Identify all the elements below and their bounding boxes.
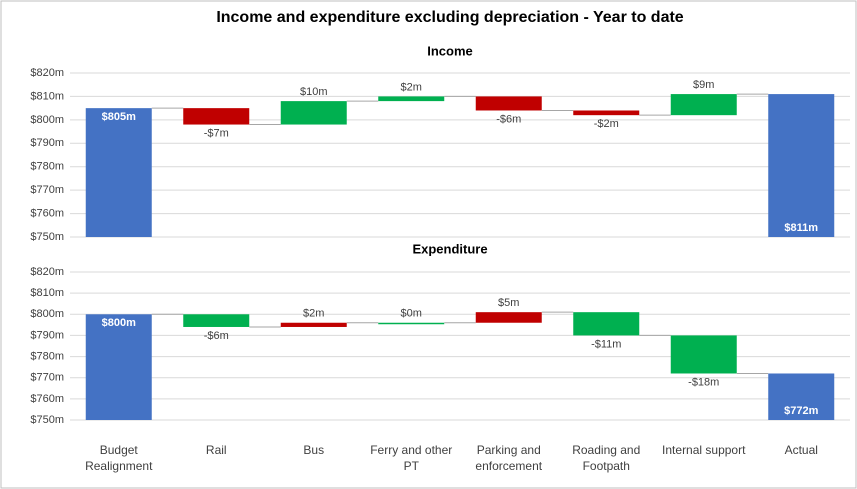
bar bbox=[183, 314, 250, 327]
x-tick-label: Rail bbox=[205, 443, 227, 457]
y-tick-label: $790m bbox=[30, 137, 64, 149]
y-tick-label: $790m bbox=[30, 329, 64, 341]
bar bbox=[768, 373, 835, 420]
value-label: $805m bbox=[102, 111, 136, 123]
bar bbox=[475, 96, 542, 111]
y-tick-label: $780m bbox=[30, 350, 64, 362]
bar bbox=[378, 96, 445, 102]
y-tick-label: $760m bbox=[30, 393, 64, 405]
value-label: -$6m bbox=[204, 330, 229, 342]
y-tick-label: $780m bbox=[30, 161, 64, 173]
value-label: $0m bbox=[401, 308, 422, 320]
chart-title: Income and expenditure excluding depreci… bbox=[216, 9, 683, 26]
value-label: $811m bbox=[784, 222, 818, 234]
value-label: $5m bbox=[498, 297, 519, 309]
bar bbox=[475, 312, 542, 323]
value-label: -$18m bbox=[688, 376, 719, 388]
bar bbox=[378, 322, 445, 325]
y-tick-label: $750m bbox=[30, 231, 64, 243]
value-label: -$6m bbox=[496, 113, 521, 125]
y-tick-label: $810m bbox=[30, 90, 64, 102]
y-tick-label: $810m bbox=[30, 287, 64, 299]
bar bbox=[280, 322, 347, 327]
panel-title: Income bbox=[427, 43, 473, 58]
x-tick-label: Internal support bbox=[662, 443, 746, 457]
y-tick-label: $760m bbox=[30, 207, 64, 219]
x-tick-label: Budget Realignment bbox=[85, 443, 153, 473]
x-tick-label: Roading and Footpath bbox=[572, 443, 641, 473]
bar bbox=[670, 335, 737, 374]
y-tick-label: $800m bbox=[30, 308, 64, 320]
y-tick-label: $770m bbox=[30, 184, 64, 196]
bar bbox=[768, 94, 835, 237]
bar bbox=[85, 108, 152, 238]
value-label: -$11m bbox=[591, 338, 621, 350]
value-label: $2m bbox=[303, 308, 324, 320]
bar bbox=[183, 108, 250, 125]
value-label: -$2m bbox=[594, 118, 619, 130]
y-tick-label: $820m bbox=[30, 266, 64, 278]
x-tick-label: Parking and enforcement bbox=[475, 443, 543, 473]
value-label: $2m bbox=[401, 81, 422, 93]
bar bbox=[573, 312, 640, 336]
bar bbox=[280, 101, 347, 125]
bar bbox=[573, 110, 640, 116]
value-label: $800m bbox=[102, 317, 136, 329]
bar bbox=[670, 94, 737, 116]
y-tick-label: $770m bbox=[30, 372, 64, 384]
value-label: $9m bbox=[693, 79, 714, 91]
value-label: -$7m bbox=[204, 127, 229, 139]
x-tick-label: Bus bbox=[303, 443, 325, 457]
value-label: $772m bbox=[784, 405, 818, 417]
x-tick-label: Actual bbox=[784, 443, 818, 457]
panel-title: Expenditure bbox=[412, 241, 487, 256]
x-tick-label: Ferry and other PT bbox=[370, 443, 453, 473]
y-tick-label: $800m bbox=[30, 114, 64, 126]
y-tick-label: $820m bbox=[30, 67, 64, 79]
value-label: $10m bbox=[300, 86, 328, 98]
y-tick-label: $750m bbox=[30, 414, 64, 426]
bar bbox=[85, 314, 152, 420]
